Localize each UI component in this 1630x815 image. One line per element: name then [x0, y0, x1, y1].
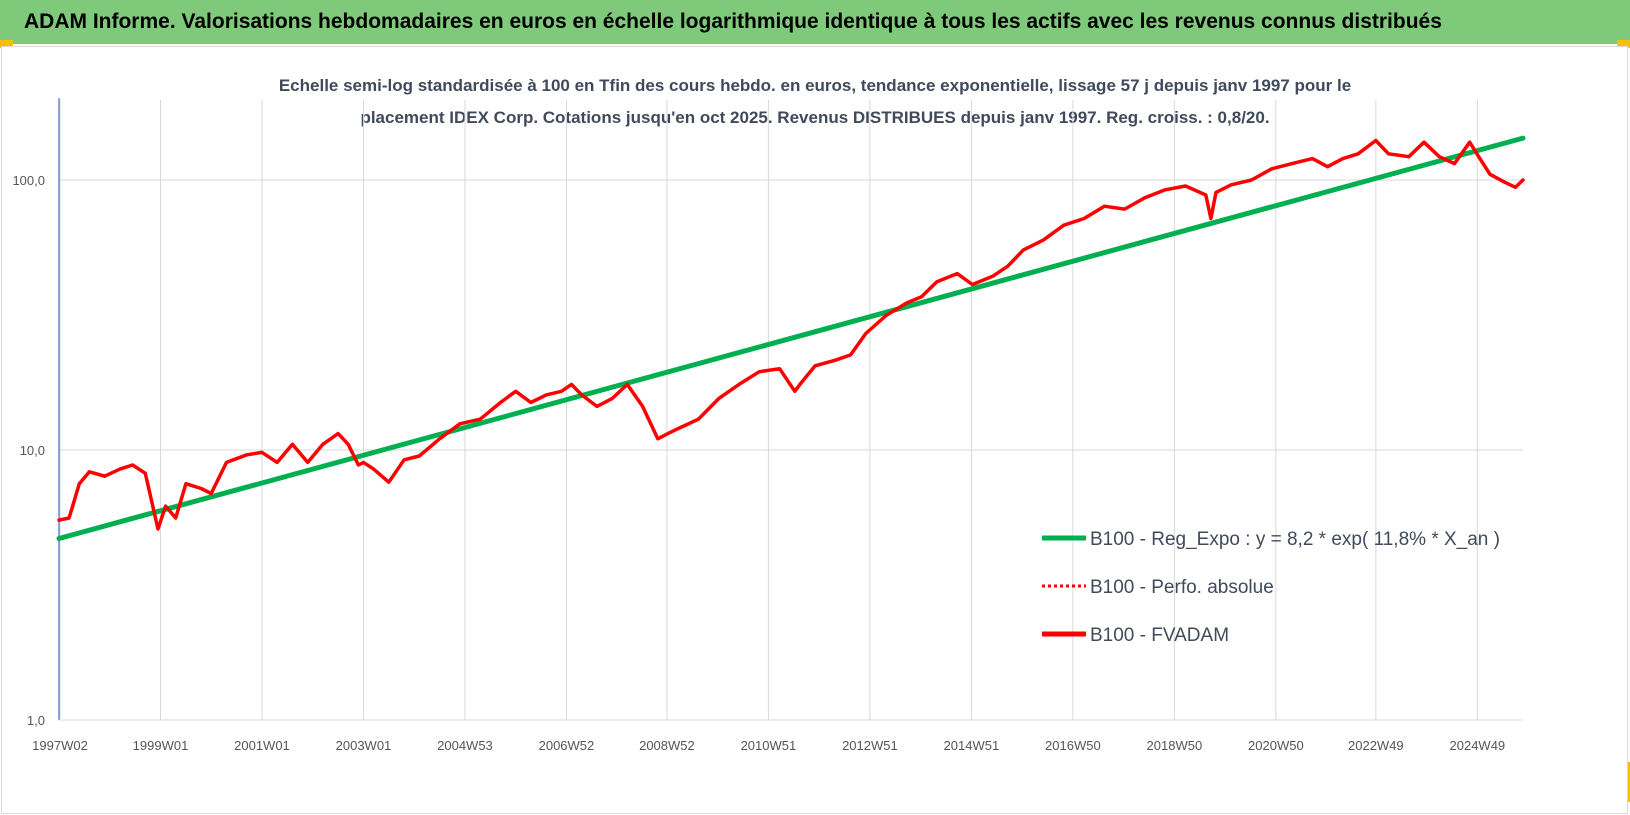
chart-title: Echelle semi-log standardisée à 100 en T… — [190, 70, 1440, 134]
chart-frame — [1, 46, 1628, 814]
x-tick-label: 2004W53 — [437, 738, 493, 753]
axes: 1997W02 1999W01 2001W01 2003W01 2004W53 2006W… — [12, 98, 1523, 753]
y-tick-label: 100,0 — [12, 173, 45, 188]
x-tick-label: 2020W50 — [1248, 738, 1304, 753]
series-lines — [56, 135, 1526, 541]
x-tick-label: 1999W01 — [133, 738, 189, 753]
x-tick-label: 2024W49 — [1450, 738, 1506, 753]
chart-title-line-1: Echelle semi-log standardisée à 100 en T… — [278, 76, 1352, 95]
chart-title-line-2: placement IDEX Corp. Cotations jusqu'en … — [360, 108, 1270, 127]
x-tick-label: 2022W49 — [1348, 738, 1404, 753]
gridlines — [59, 100, 1523, 721]
x-tick-label: 2006W52 — [539, 738, 595, 753]
chart-legend: B100 - Reg_Expo : y = 8,2 * exp( 11,8% *… — [1042, 529, 1500, 646]
y-tick-label: 10,0 — [20, 443, 45, 458]
x-tick-label: 2010W51 — [741, 738, 797, 753]
x-tick-label: 2018W50 — [1147, 738, 1203, 753]
x-tick-label: 1997W02 — [32, 738, 88, 753]
legend-label-2: B100 - FVADAM — [1090, 625, 1229, 646]
corner-marker-right — [1617, 40, 1630, 48]
x-tick-label: 2014W51 — [944, 738, 1000, 753]
report-title-banner: ADAM Informe. Valorisations hebdomadaire… — [0, 0, 1630, 44]
series-line-0 — [56, 135, 1526, 541]
corner-marker-left — [0, 40, 13, 48]
legend-label-0: B100 - Reg_Expo : y = 8,2 * exp( 11,8% *… — [1090, 529, 1500, 550]
x-tick-label: 2012W51 — [842, 738, 898, 753]
series-line-2 — [57, 138, 1525, 531]
y-tick-label: 1,0 — [27, 713, 45, 728]
legend-label-1: B100 - Perfo. absolue — [1090, 577, 1274, 598]
x-tick-label: 2003W01 — [336, 738, 392, 753]
x-tick-label: 2008W52 — [639, 738, 695, 753]
x-tick-label: 2001W01 — [234, 738, 290, 753]
x-tick-label: 2016W50 — [1045, 738, 1101, 753]
